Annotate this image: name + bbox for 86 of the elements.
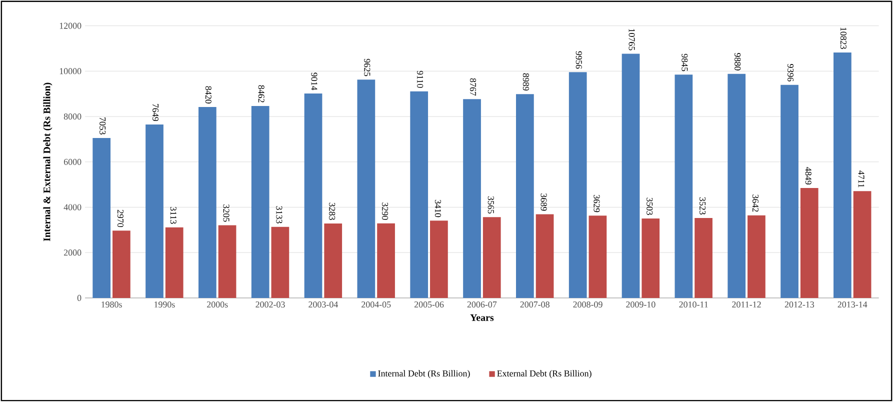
data-label: 3565 (488, 196, 494, 214)
data-label: 3410 (434, 200, 441, 218)
bar (482, 217, 501, 298)
x-tick-label: 1990s (154, 301, 175, 308)
data-label: 3642 (752, 194, 758, 212)
bar (536, 214, 554, 298)
x-tick-label: 2004-05 (362, 301, 391, 308)
y-tick-label: 2000 (64, 250, 82, 256)
bar (251, 106, 270, 298)
x-tick-label: 2006-07 (467, 301, 497, 308)
data-label: 9625 (364, 58, 370, 76)
bar (622, 54, 640, 298)
bar (92, 138, 111, 298)
data-label: 3290 (382, 202, 388, 220)
data-label: 3113 (170, 206, 176, 224)
data-label: 9956 (576, 51, 582, 69)
bar (357, 80, 376, 298)
data-label: 3689 (540, 194, 547, 211)
x-tick-label: 2002-03 (256, 301, 285, 308)
bar (853, 191, 872, 298)
bar (304, 94, 322, 298)
bar (324, 223, 342, 298)
bar (410, 91, 428, 298)
bar (694, 218, 712, 298)
bar (674, 74, 693, 298)
bar (112, 230, 130, 298)
bar (748, 215, 766, 298)
data-label: 3205 (223, 204, 230, 222)
bar (516, 94, 534, 298)
y-tick-label: 12000 (60, 22, 82, 29)
x-tick-label: 2007-08 (520, 301, 550, 308)
x-tick-label: 2008-09 (573, 301, 602, 308)
y-tick-label: 0 (77, 294, 82, 301)
y-tick-label: 6000 (64, 158, 82, 165)
x-tick-label: 2012-13 (784, 301, 814, 308)
bar (588, 216, 607, 298)
data-label: 9396 (788, 64, 794, 82)
data-label: 10765 (628, 28, 635, 50)
bar (198, 106, 216, 298)
data-label: 10823 (840, 28, 846, 49)
data-label: 8462 (258, 85, 264, 102)
x-axis-title: Years (470, 314, 494, 321)
data-label: 9110 (417, 70, 424, 88)
data-label: 8767 (470, 78, 476, 96)
data-label: 3503 (646, 198, 653, 215)
bar (271, 226, 290, 298)
x-tick-label: 2010-11 (679, 301, 708, 308)
x-tick-label: 2009-10 (626, 301, 656, 308)
data-label: 3523 (700, 197, 706, 215)
data-label: 7053 (100, 117, 106, 134)
data-label: 4849 (805, 167, 812, 184)
x-tick-label: 2011-12 (732, 301, 761, 308)
bar (463, 99, 481, 298)
y-tick-label: 8000 (64, 113, 82, 120)
data-label: 8989 (522, 73, 529, 91)
bar (218, 225, 236, 298)
bar (642, 218, 660, 298)
bar (430, 220, 448, 298)
bar (568, 72, 587, 298)
x-tick-label: 1980s (102, 301, 122, 308)
data-label: 3133 (276, 206, 282, 224)
bar (146, 124, 164, 298)
x-tick-label: 2000s (207, 301, 228, 308)
bar (377, 223, 395, 298)
x-tick-label: 2013-14 (838, 301, 868, 308)
bar (780, 84, 798, 298)
data-label: 9845 (682, 54, 688, 72)
x-tick-label: 2003-04 (308, 301, 338, 308)
y-tick-label: 4000 (64, 204, 82, 210)
legend-label: Internal Debt (Rs Billion) (378, 370, 470, 378)
bar (800, 188, 818, 298)
legend-label: External Debt (Rs Billion) (497, 370, 592, 378)
y-tick-label: 10000 (60, 68, 82, 74)
data-label: 3283 (329, 202, 336, 220)
data-label: 2970 (117, 210, 124, 228)
bar (834, 52, 852, 298)
y-axis-title: Internal & External Debt (Rs Billion) (43, 82, 52, 242)
data-label: 9880 (734, 53, 741, 70)
x-tick-label: 2005-06 (414, 301, 444, 308)
data-label: 8420 (205, 86, 212, 104)
data-label: 3629 (594, 194, 600, 212)
bar (165, 227, 184, 298)
data-label: 7649 (152, 104, 159, 121)
data-label: 9014 (311, 72, 318, 90)
data-label: 4711 (858, 170, 864, 188)
bar (728, 74, 746, 298)
